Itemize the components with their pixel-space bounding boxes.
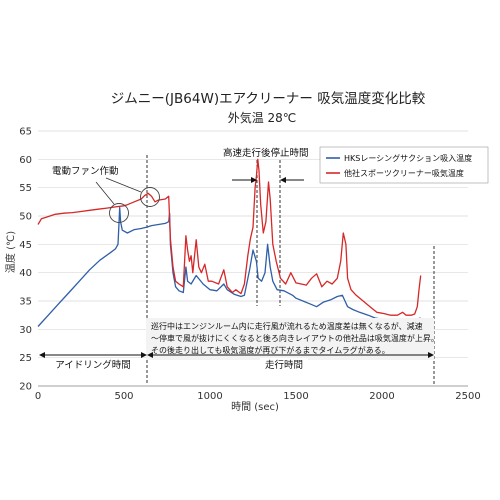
legend-box	[319, 146, 489, 184]
stop-arrowhead-left	[251, 177, 257, 183]
note-line-1: 巡行中はエンジンルーム内に走行風が流れるため温度差は無くなるが、減速	[151, 321, 423, 331]
fan-circle-2	[140, 187, 160, 207]
note-line-2: ～停車で風が抜けにくくなると後ろ向きレイアウトの他社品は吸気温度が上昇。	[151, 333, 439, 343]
chart-title: ジムニー(JB64W)エアクリーナー 吸気温度変化比較	[111, 90, 426, 107]
x-tick-label: 2000	[369, 391, 394, 402]
note-box: 巡行中はエンジンルーム内に走行風が流れるため温度差は無くなるが、減速 ～停車で風…	[146, 318, 439, 360]
y-tick-label: 45	[19, 240, 32, 251]
fan-pointer-2	[105, 177, 142, 193]
x-tick-labels: 0 500 1000 1500 2000 2500	[35, 391, 481, 402]
fan-pointer-1	[95, 181, 115, 205]
y-tick-label: 40	[19, 268, 32, 279]
idle-arrowhead-left	[39, 352, 45, 358]
y-tick-label: 60	[19, 155, 32, 166]
idle-arrowhead-right	[141, 352, 147, 358]
stop-label: 高速走行後停止時間	[223, 147, 309, 159]
chart-subtitle: 外気温 28℃	[228, 110, 297, 125]
legend: HKSレーシングサクション吸入温度 他社スポーツクリーナー吸気温度	[319, 146, 489, 184]
series-layer	[37, 158, 422, 327]
y-tick-label: 55	[19, 183, 32, 194]
drive-label: 走行時間	[265, 359, 303, 371]
x-tick-label: 500	[114, 391, 133, 402]
x-tick-label: 2500	[455, 391, 480, 402]
idle-label: アイドリング時間	[55, 359, 131, 371]
drive-label-bg	[260, 358, 308, 370]
period-arrows: アイドリング時間 走行時間	[39, 352, 434, 371]
x-axis-label: 時間 (sec)	[231, 401, 279, 413]
legend-label-hks: HKSレーシングサクション吸入温度	[344, 153, 472, 163]
note-line-3: その後走り出しても吸気温度が再び下がるまでタイムラグがある。	[151, 345, 390, 355]
y-tick-label: 20	[19, 382, 32, 393]
y-tick-label: 30	[19, 325, 32, 336]
legend-label-other: 他社スポーツクリーナー吸気温度	[344, 168, 464, 178]
fan-circle-1	[109, 203, 129, 223]
stop-annotation: 高速走行後停止時間	[223, 147, 309, 183]
drive-arrowhead-left	[147, 352, 153, 358]
y-axis-label: 温度 (℃)	[4, 231, 17, 273]
x-tick-label: 0	[35, 391, 41, 402]
fan-label: 電動ファン作動	[52, 165, 119, 177]
stop-arrowhead-right	[280, 177, 286, 183]
y-tick-labels: 20 25 30 35 40 45 50 55 60 65	[19, 127, 32, 393]
x-tick-label: 1000	[197, 391, 222, 402]
x-tick-label: 1500	[283, 391, 308, 402]
series-line-hks	[37, 206, 421, 327]
series-line-other	[37, 158, 422, 316]
idle-label-bg	[55, 358, 135, 370]
y-tick-label: 65	[19, 127, 32, 138]
drive-arrowhead-right	[428, 352, 434, 358]
fan-annotation: 電動ファン作動	[52, 165, 160, 223]
note-background	[146, 318, 434, 360]
y-tick-label: 25	[19, 353, 32, 364]
y-tick-label: 35	[19, 297, 32, 308]
y-tick-label: 50	[19, 212, 32, 223]
